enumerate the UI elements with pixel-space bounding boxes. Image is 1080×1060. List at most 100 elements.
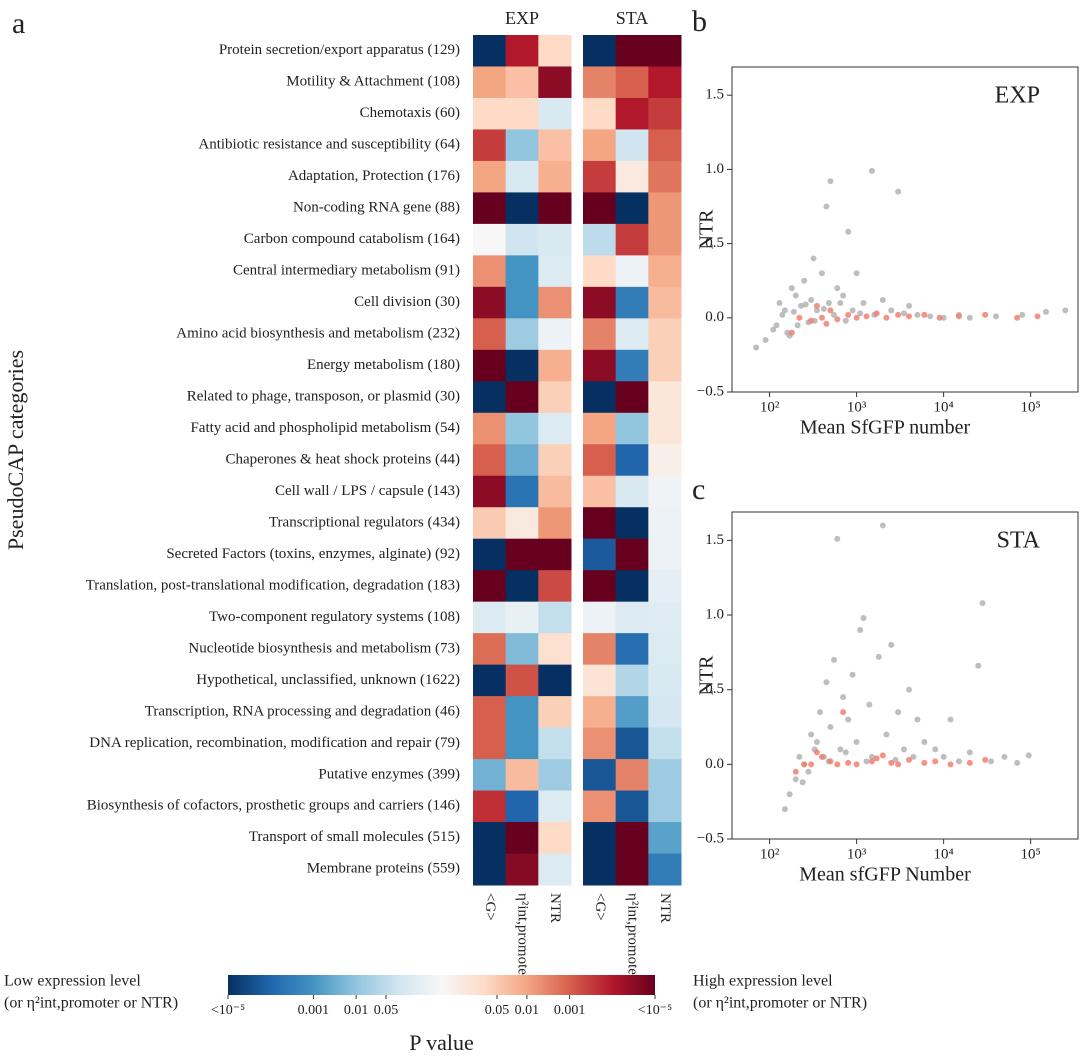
heatmap-cell <box>615 192 649 225</box>
heatmap-cell <box>615 349 649 382</box>
scatter-point <box>818 270 825 277</box>
column-label: η²int,promoter <box>515 893 531 980</box>
heatmap-cell <box>505 35 539 67</box>
heatmap-cell <box>473 412 507 445</box>
scatter-point <box>895 311 902 318</box>
scatter-point <box>905 686 912 693</box>
heatmap-cell <box>505 381 539 414</box>
heatmap-cell <box>538 35 572 67</box>
scatter-point <box>927 313 934 320</box>
scatter-point <box>834 316 841 323</box>
x-tick-label: 10² <box>760 846 780 862</box>
heatmap-cell <box>473 381 507 414</box>
scatter-point <box>966 314 973 321</box>
heatmap-cell <box>505 790 539 823</box>
heatmap-cell <box>648 349 682 382</box>
heatmap-cell <box>648 696 682 729</box>
plot-label: STA <box>997 528 1041 554</box>
heatmap-cell <box>538 255 572 288</box>
scatter-point <box>845 228 852 235</box>
group-header: STA <box>616 8 649 28</box>
heatmap-cell <box>648 66 682 99</box>
x-tick-label: 10⁴ <box>934 846 954 862</box>
row-label: Putative enzymes (399) <box>318 766 460 782</box>
row-label: Protein secretion/export apparatus (129) <box>219 42 460 58</box>
heatmap-cell <box>615 633 649 666</box>
heatmap-cell <box>473 538 507 571</box>
heatmap-cell <box>505 853 539 886</box>
heatmap-cell <box>615 759 649 792</box>
scatter-point <box>827 724 834 731</box>
scatter-point <box>776 299 783 306</box>
scatter-point <box>905 756 912 763</box>
row-label: Hypothetical, unclassified, unknown (162… <box>196 672 460 688</box>
scatter-point <box>840 709 847 716</box>
heatmap-cell <box>505 633 539 666</box>
scatter-point <box>792 292 799 299</box>
heatmap-cell <box>648 318 682 351</box>
scatter-point <box>786 791 793 798</box>
row-label: Translation, post-translational modifica… <box>86 577 460 593</box>
heatmap-cell <box>615 223 649 256</box>
plot-frame <box>731 66 1079 393</box>
heatmap-cell <box>538 664 572 697</box>
heatmap-cell <box>583 538 617 571</box>
heatmap-cell <box>538 727 572 760</box>
row-label: Membrane proteins (559) <box>307 861 460 877</box>
heatmap-cell <box>583 129 617 162</box>
low-note: (or η²int,promoter or NTR) <box>4 995 178 1012</box>
scatter-point <box>827 307 834 314</box>
scatter-point <box>892 756 899 763</box>
scatter-point <box>895 188 902 195</box>
scatter-point <box>823 320 830 327</box>
y-tick-label: 1.5 <box>705 532 724 548</box>
scatter-point <box>966 759 973 766</box>
row-label: Chaperones & heat shock proteins (44) <box>225 451 460 467</box>
heatmap-cell <box>505 664 539 697</box>
heatmap-cell <box>505 444 539 477</box>
scatter-point <box>921 738 928 745</box>
y-tick-label: 0.5 <box>705 681 724 697</box>
heatmap-cell <box>505 349 539 382</box>
heatmap-cell <box>505 412 539 445</box>
heatmap-cell <box>648 192 682 225</box>
x-tick-label: 10³ <box>847 846 867 862</box>
y-tick-label: 0.5 <box>705 235 724 251</box>
heatmap-cell <box>505 255 539 288</box>
heatmap-cell <box>615 570 649 603</box>
colorbar-tick-label: <10⁻⁵ <box>638 1003 672 1018</box>
colorbar-tick-label: 0.01 <box>344 1003 369 1018</box>
plot-label: EXP <box>995 83 1040 109</box>
scatter-point <box>753 344 760 351</box>
row-label: Transcription, RNA processing and degrad… <box>145 703 460 719</box>
heatmap-cell <box>505 601 539 634</box>
heatmap-cell <box>615 538 649 571</box>
scatter-point <box>993 313 1000 320</box>
column-label: NTR <box>547 893 563 923</box>
heatmap-cell <box>538 412 572 445</box>
heatmap-cell <box>473 507 507 540</box>
heatmap-cell <box>648 160 682 193</box>
heatmap-cell <box>583 475 617 508</box>
heatmap-cell <box>538 570 572 603</box>
heatmap-cell <box>648 759 682 792</box>
plot-frame <box>731 511 1079 840</box>
heatmap-cell <box>538 822 572 855</box>
colorbar-tick-label: <10⁻⁵ <box>211 1003 245 1018</box>
y-tick-label: −0.5 <box>697 830 724 846</box>
heatmap-cell <box>615 129 649 162</box>
heatmap-cell <box>615 475 649 508</box>
heatmap-cell <box>648 664 682 697</box>
heatmap-cell <box>505 192 539 225</box>
scatter-point <box>788 285 795 292</box>
scatter-point <box>818 753 825 760</box>
scatter-point <box>936 314 943 321</box>
row-label: Amino acid biosynthesis and metabolism (… <box>176 326 460 342</box>
heatmap-cell <box>538 349 572 382</box>
heatmap-cell <box>583 444 617 477</box>
scatter-point <box>792 776 799 783</box>
y-tick-label: −0.5 <box>697 383 724 399</box>
heatmap-cell <box>583 853 617 886</box>
colorbar-tick-label: 0.01 <box>515 1003 540 1018</box>
